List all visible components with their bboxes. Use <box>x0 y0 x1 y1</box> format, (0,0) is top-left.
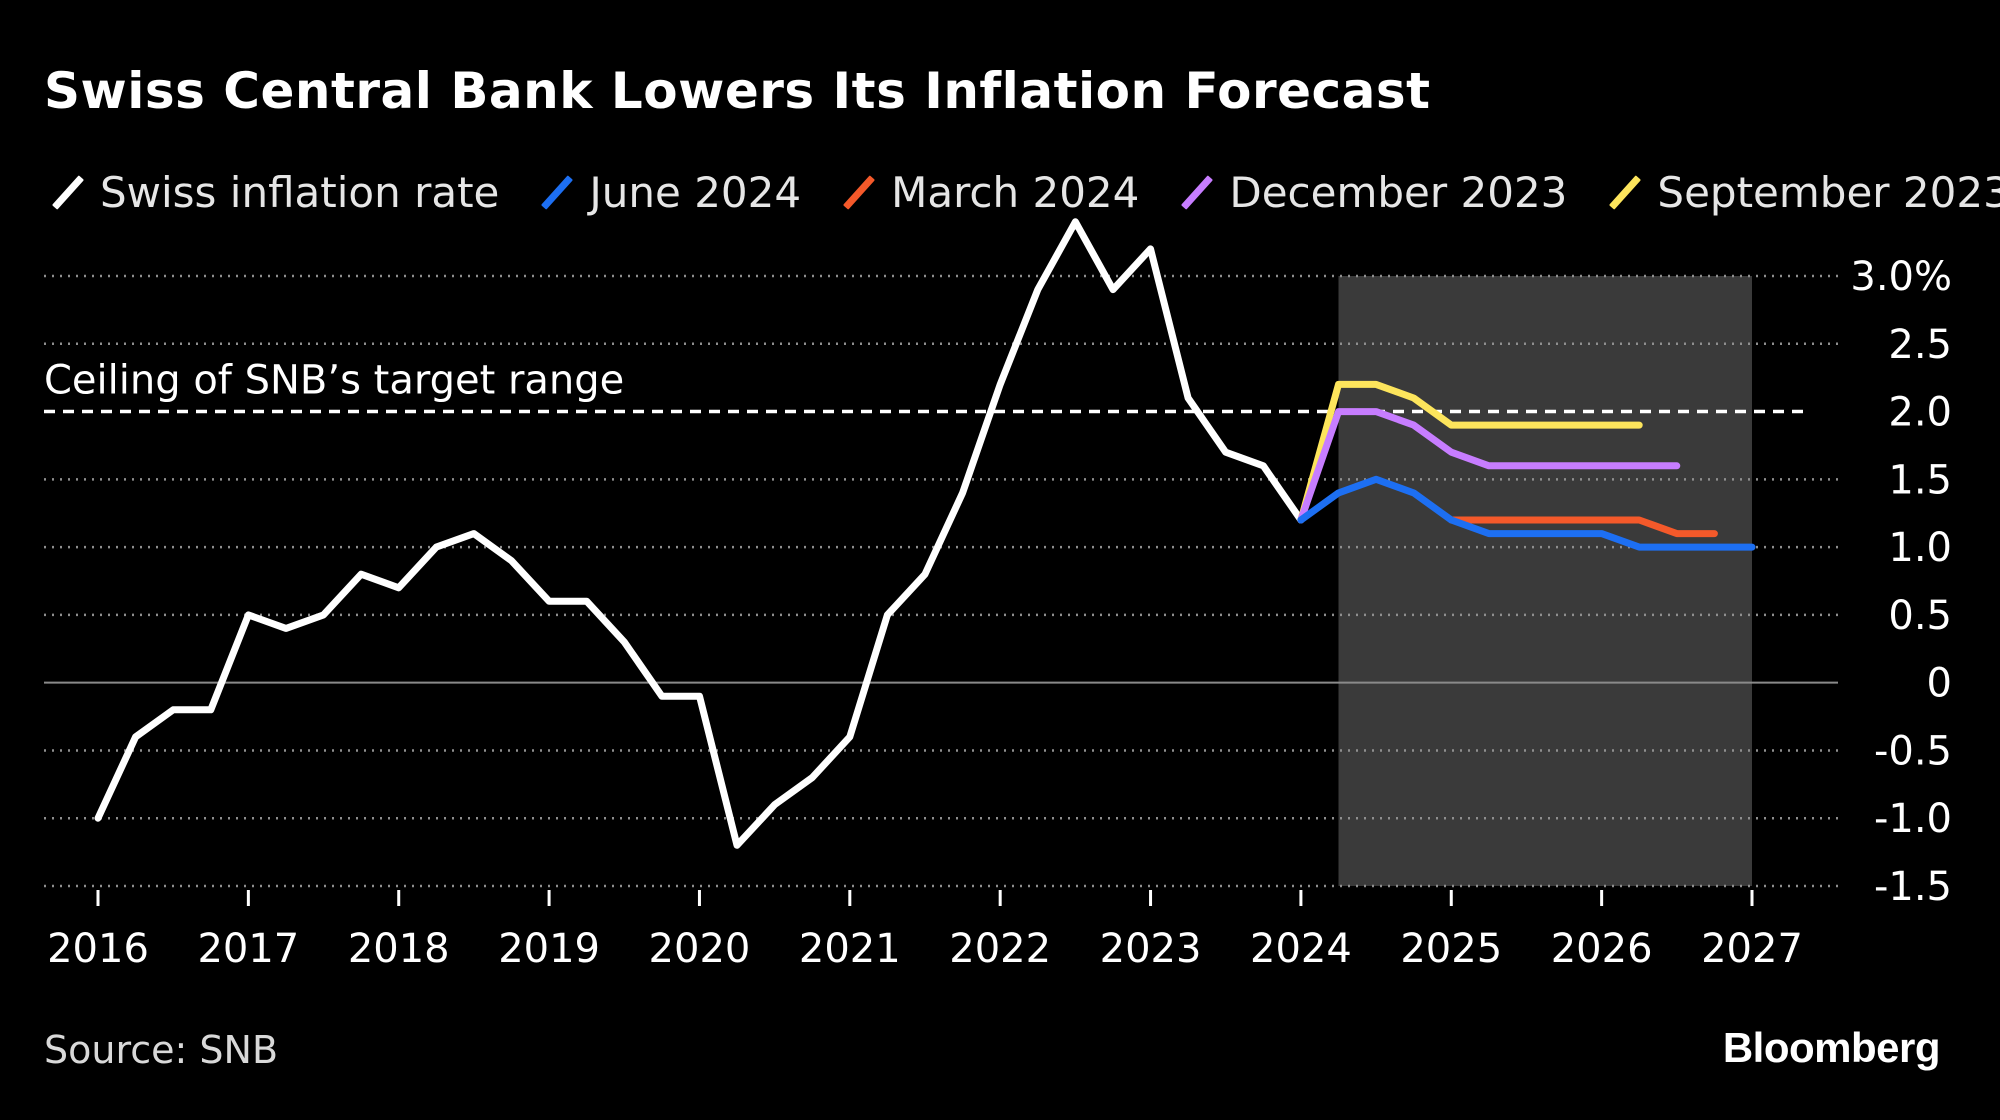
source-note: Source: SNB <box>44 1028 279 1072</box>
legend-item-september-2023: September 2023 <box>1601 168 2000 217</box>
y-tick-label: 0 <box>1927 661 1952 707</box>
legend-label: Swiss inflation rate <box>100 167 500 217</box>
x-tick-label: 2027 <box>1701 926 1803 972</box>
x-tick-label: 2026 <box>1551 926 1653 972</box>
x-tick-label: 2018 <box>348 926 450 972</box>
x-tick-label: 2017 <box>197 926 299 972</box>
legend-label: September 2023 <box>1657 167 2000 217</box>
legend-label: June 2024 <box>589 167 802 217</box>
series-line-swiss-inflation-rate <box>94 218 1305 849</box>
y-tick-label: 1.5 <box>1888 457 1952 503</box>
y-tick-label: -1.0 <box>1874 796 1952 842</box>
target-ceiling-label: Ceiling of SNB’s target range <box>44 358 624 404</box>
series-line-march-2024 <box>1447 516 1718 538</box>
legend-item-december-2023: December 2023 <box>1173 168 1567 217</box>
legend-label: December 2023 <box>1229 167 1568 217</box>
y-tick-label: 1.0 <box>1888 525 1952 571</box>
legend-item-june-2024: June 2024 <box>533 168 801 217</box>
series-line-december-2023 <box>1297 408 1681 524</box>
x-tick-label: 2025 <box>1400 926 1502 972</box>
x-tick-label: 2022 <box>949 926 1051 972</box>
x-tick-label: 2016 <box>47 926 149 972</box>
chart-title: Swiss Central Bank Lowers Its Inflation … <box>44 62 1431 120</box>
y-tick-label: 2.5 <box>1888 322 1952 368</box>
y-tick-label: 3.0% <box>1850 254 1952 300</box>
forecast-shaded-region <box>1338 276 1752 886</box>
x-tick-label: 2024 <box>1250 926 1352 972</box>
legend-label: March 2024 <box>891 167 1140 217</box>
x-tick-label: 2023 <box>1100 926 1202 972</box>
series-line-september-2023 <box>1297 380 1643 524</box>
chart-legend: Swiss inflation rate June 2024 March 202… <box>44 162 2000 222</box>
y-tick-label: 2.0 <box>1888 390 1952 436</box>
y-tick-label: -0.5 <box>1874 728 1952 774</box>
x-tick-label: 2021 <box>799 926 901 972</box>
legend-item-march-2024: March 2024 <box>835 168 1139 217</box>
y-tick-label: 0.5 <box>1888 593 1952 639</box>
y-tick-label: -1.5 <box>1874 864 1952 910</box>
legend-item-swiss-inflation: Swiss inflation rate <box>44 168 499 217</box>
brand-logo: Bloomberg <box>1722 1024 1941 1071</box>
x-tick-label: 2020 <box>649 926 751 972</box>
series-line-june-2024 <box>1297 475 1756 551</box>
x-tick-label: 2019 <box>498 926 600 972</box>
